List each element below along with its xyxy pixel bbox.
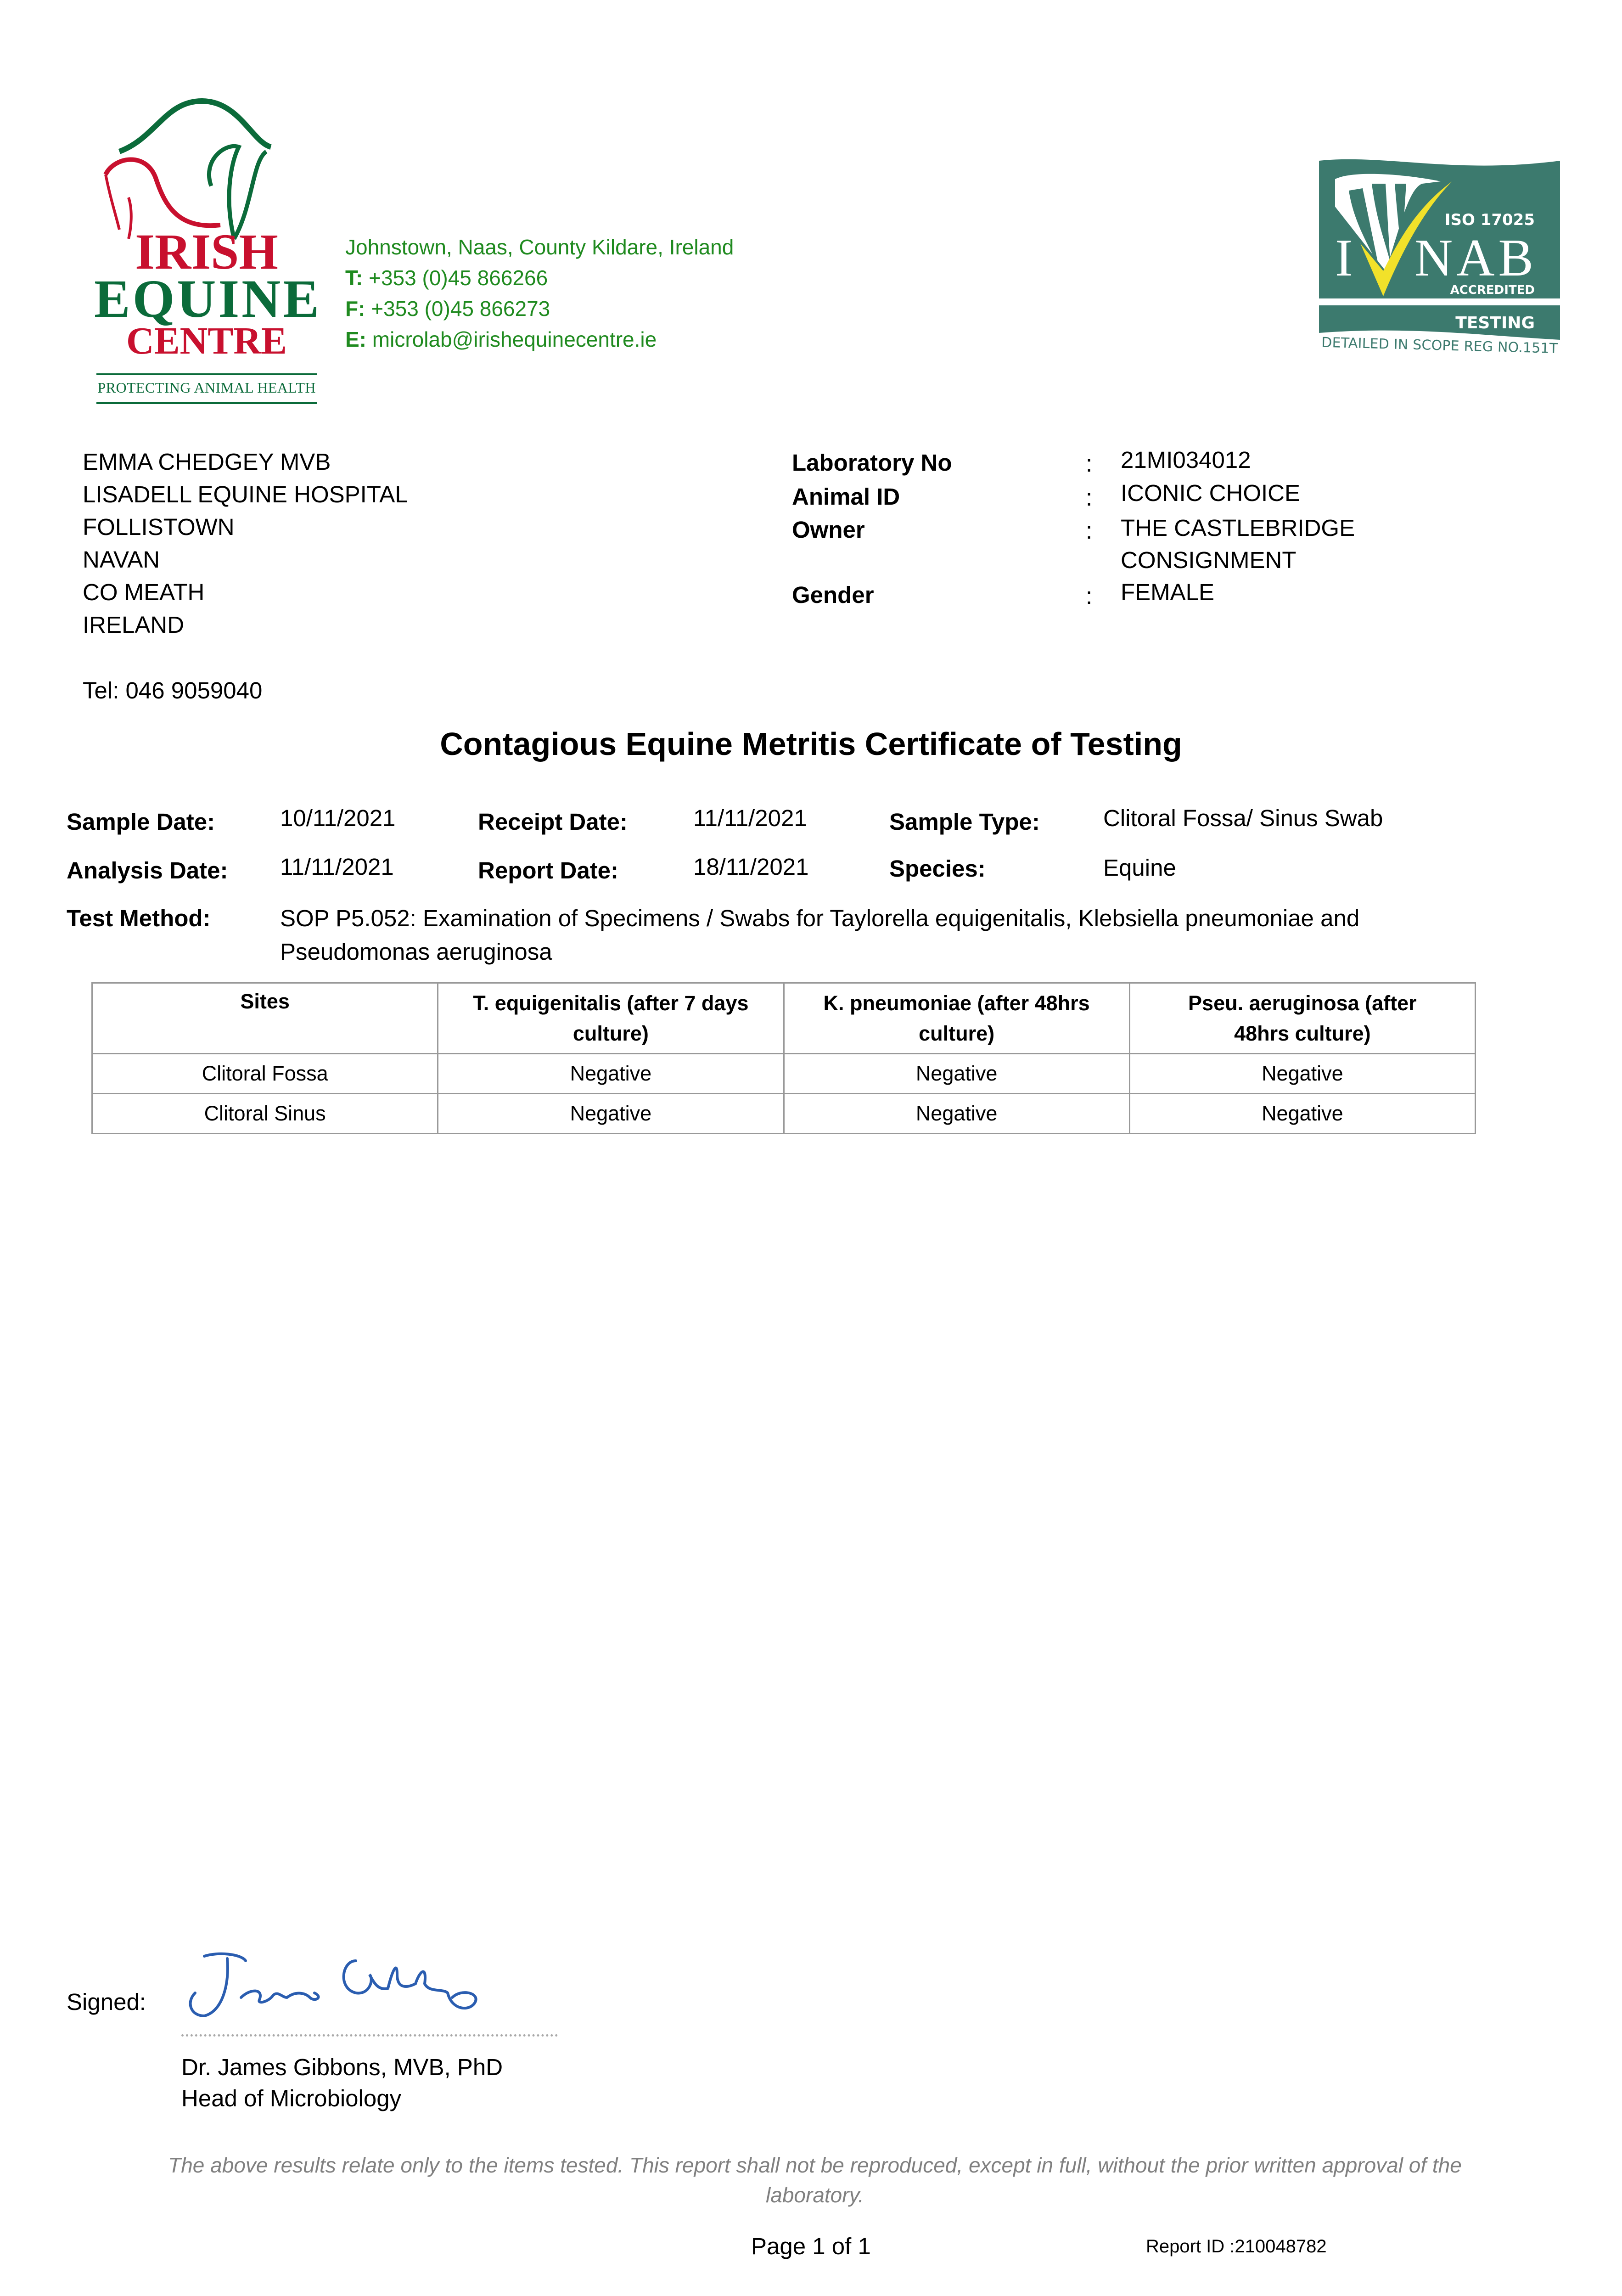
sample-type: Clitoral Fossa/ Sinus Swab bbox=[1103, 805, 1383, 831]
owner: THE CASTLEBRIDGE bbox=[1121, 515, 1355, 541]
phone: T: +353 (0)45 866266 bbox=[345, 266, 548, 290]
irish-equine-centre-logo: IRISH EQUINE CENTRE PROTECTING ANIMAL HE… bbox=[87, 92, 326, 409]
page-title: Contagious Equine Metritis Certificate o… bbox=[440, 726, 1182, 762]
receipt-date: 11/11/2021 bbox=[693, 805, 807, 831]
testing-label: TESTING bbox=[1455, 314, 1535, 332]
laboratory-no: 21MI034012 bbox=[1121, 447, 1251, 473]
disclaimer: The above results relate only to the ite… bbox=[168, 2153, 1462, 2207]
report-id: Report ID :210048782 bbox=[1146, 2236, 1327, 2257]
logo-tagline: PROTECTING ANIMAL HEALTH bbox=[98, 379, 316, 396]
inab-accreditation-badge: ISO 17025 INAB ACCREDITED TESTING DETAIL… bbox=[1317, 147, 1565, 357]
test-method-line-2: Pseudomonas aeruginosa bbox=[280, 939, 552, 965]
contact-block: Johnstown, Naas, County Kildare, Ireland… bbox=[345, 232, 734, 355]
table-row: Clitoral Fossa Negative Negative Negativ… bbox=[91, 1053, 1476, 1094]
lab-address: Johnstown, Naas, County Kildare, Ireland bbox=[345, 235, 734, 259]
report-date: 18/11/2021 bbox=[693, 854, 809, 880]
email: E: microlab@irishequinecentre.ie bbox=[345, 327, 657, 351]
recipient-tel: Tel: 046 9059040 bbox=[83, 677, 263, 703]
sample-date: 10/11/2021 bbox=[280, 805, 396, 831]
column-header-sites: Sites bbox=[91, 982, 439, 1054]
column-header-t-equigenitalis: T. equigenitalis (after 7 days culture) bbox=[437, 982, 785, 1054]
handwritten-signature bbox=[177, 1947, 498, 2032]
logo-text-line-1: IRISH bbox=[135, 224, 278, 280]
accredited-label: ACCREDITED bbox=[1450, 283, 1535, 297]
table-row: Clitoral Sinus Negative Negative Negativ… bbox=[91, 1093, 1476, 1134]
animal-id: ICONIC CHOICE bbox=[1121, 480, 1301, 506]
results-table: Sites T. equigenitalis (after 7 days cult… bbox=[91, 982, 1476, 1134]
fax: F: +353 (0)45 866273 bbox=[345, 297, 550, 321]
test-method: SOP P5.052: Examination of Specimens / S… bbox=[280, 905, 1360, 931]
column-header-p-aeruginosa: Pseu. aeruginosa (after 48hrs culture) bbox=[1128, 982, 1476, 1054]
species: Equine bbox=[1103, 855, 1176, 881]
checkmark-icon bbox=[1360, 181, 1452, 296]
recipient-address: EMMA CHEDGEY MVB LISADELL EQUINE HOSPITA… bbox=[83, 449, 408, 638]
signature-line bbox=[181, 2034, 558, 2037]
owner-line-2: CONSIGNMENT bbox=[1121, 547, 1296, 573]
signed-label: Signed: bbox=[67, 1989, 146, 2015]
iso-standard: ISO 17025 bbox=[1445, 211, 1535, 229]
analysis-date: 11/11/2021 bbox=[280, 854, 394, 880]
logo-text-line-3: CENTRE bbox=[126, 320, 287, 362]
email-link[interactable]: microlab@irishequinecentre.ie bbox=[372, 327, 657, 351]
column-header-k-pneumoniae: K. pneumoniae (after 48hrs culture) bbox=[783, 982, 1130, 1054]
signatory-name: Dr. James Gibbons, MVB, PhD bbox=[181, 2054, 503, 2080]
signatory-role: Head of Microbiology bbox=[181, 2085, 402, 2111]
table-header-row: Sites T. equigenitalis (after 7 days cult… bbox=[91, 982, 1476, 1054]
gender: FEMALE bbox=[1121, 579, 1215, 605]
page-number: Page 1 of 1 bbox=[751, 2233, 871, 2259]
